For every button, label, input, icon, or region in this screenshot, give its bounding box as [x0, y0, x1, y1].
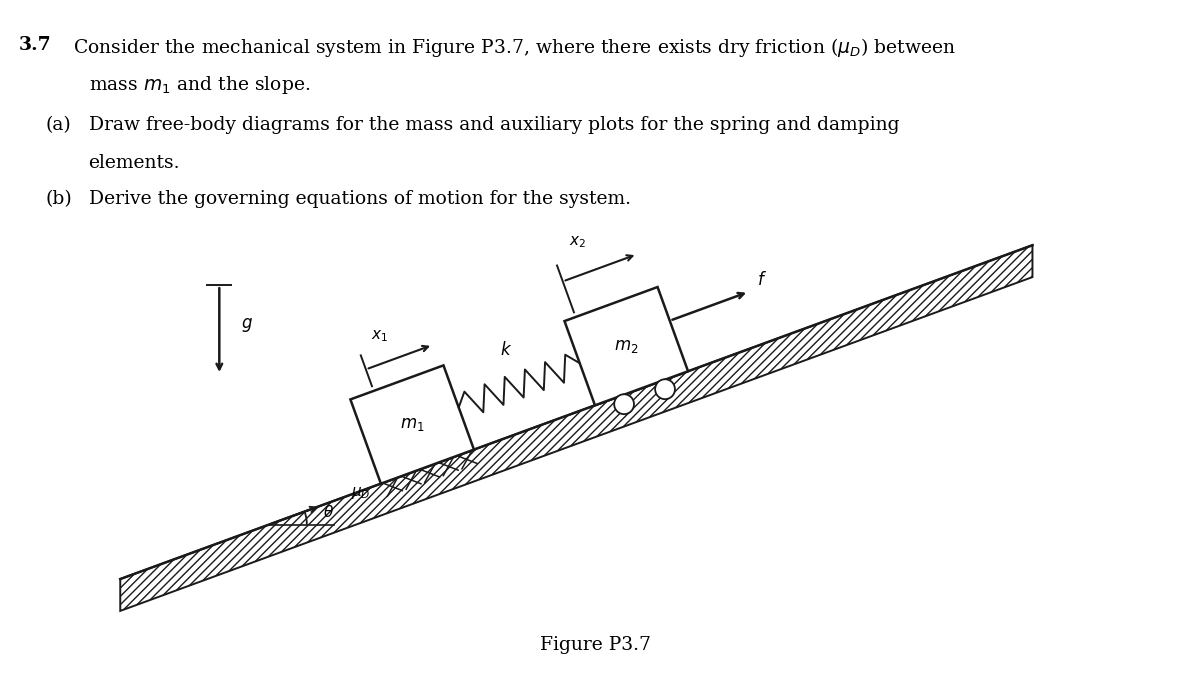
Text: Derive the governing equations of motion for the system.: Derive the governing equations of motion… — [89, 190, 630, 208]
Text: Draw free-body diagrams for the mass and auxiliary plots for the spring and damp: Draw free-body diagrams for the mass and… — [89, 116, 899, 134]
Polygon shape — [120, 245, 1032, 611]
Text: $k$: $k$ — [500, 340, 512, 359]
Text: $x_2$: $x_2$ — [569, 235, 587, 251]
Text: Consider the mechanical system in Figure P3.7, where there exists dry friction (: Consider the mechanical system in Figure… — [73, 36, 955, 59]
Text: (b): (b) — [46, 190, 73, 208]
Circle shape — [614, 395, 634, 414]
Text: $m_2$: $m_2$ — [614, 338, 638, 355]
Polygon shape — [564, 287, 688, 406]
Text: $\theta$: $\theta$ — [323, 504, 334, 520]
Circle shape — [655, 379, 674, 399]
Text: mass $m_1$ and the slope.: mass $m_1$ and the slope. — [89, 74, 310, 96]
Text: (a): (a) — [46, 116, 72, 134]
Polygon shape — [350, 365, 474, 484]
Text: $x_1$: $x_1$ — [371, 328, 389, 344]
Text: 3.7: 3.7 — [19, 36, 52, 54]
Text: Figure P3.7: Figure P3.7 — [540, 636, 652, 653]
Text: $m_1$: $m_1$ — [400, 416, 425, 433]
Text: $g$: $g$ — [241, 316, 253, 334]
Text: $f$: $f$ — [757, 271, 767, 289]
Text: elements.: elements. — [89, 153, 180, 172]
Text: $\mu_D$: $\mu_D$ — [352, 485, 371, 501]
